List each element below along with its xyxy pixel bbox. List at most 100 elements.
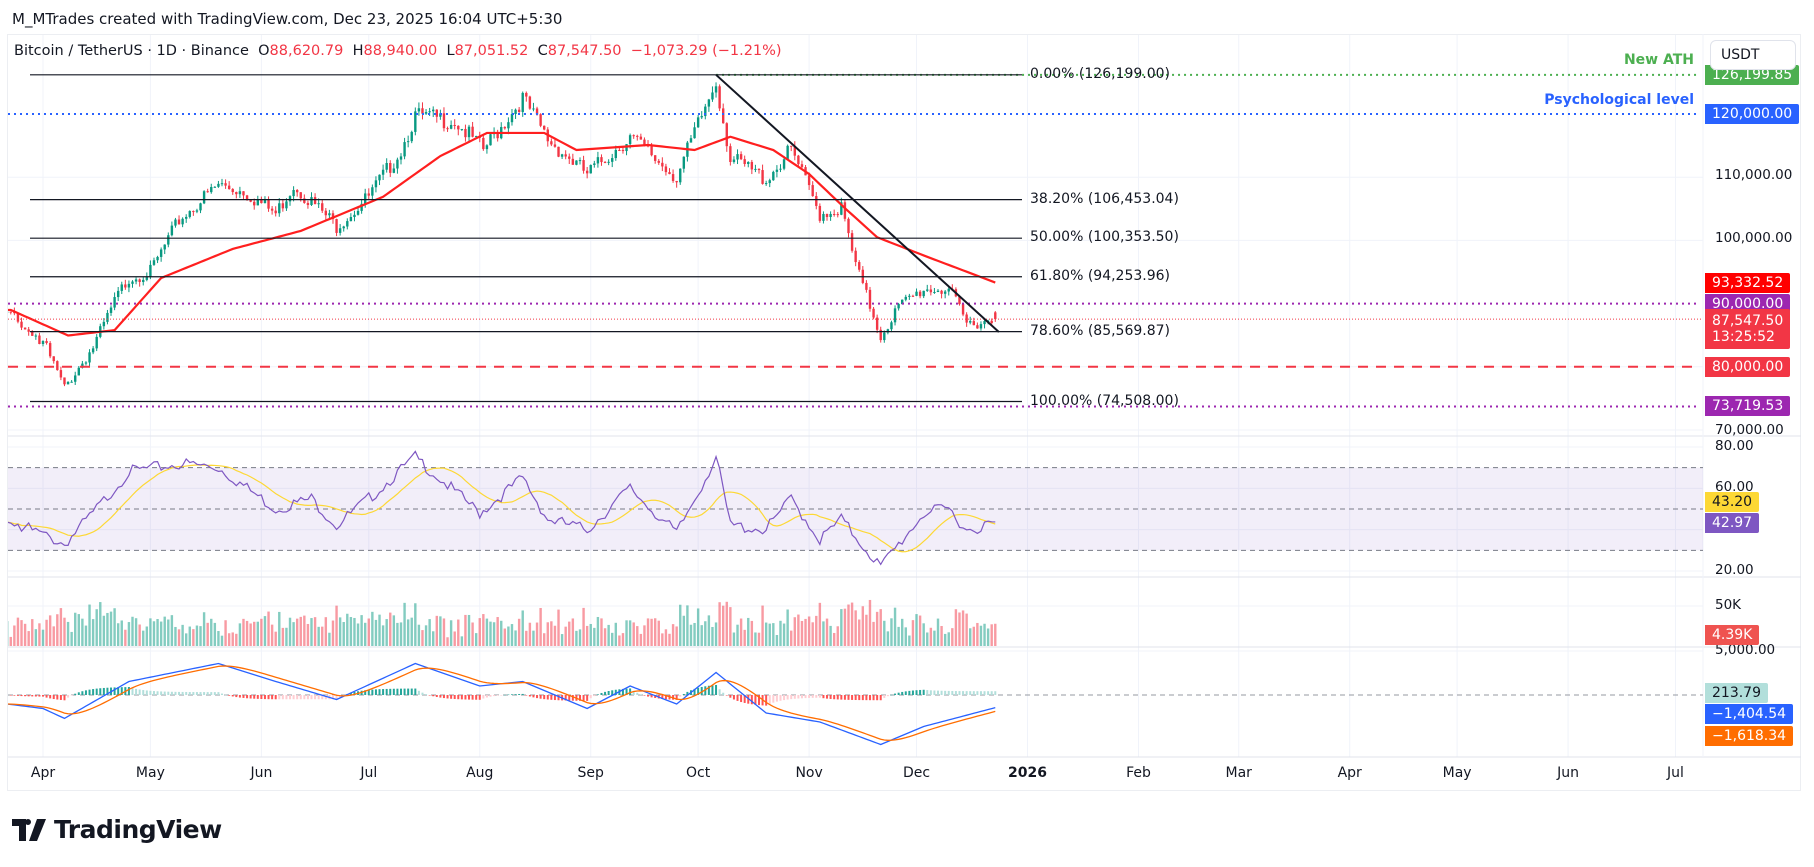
volume-bar [843,608,847,646]
macd-histogram-bar [74,693,77,695]
macd-histogram-bar [117,687,120,695]
macd-histogram-bar [539,695,542,699]
macd-histogram-bar [289,695,292,700]
macd-histogram-bar [228,695,231,696]
candle-body [564,154,567,157]
macd-histogram-bar [371,689,374,695]
volume-bar [23,623,27,646]
candle-body [671,174,675,181]
macd-histogram-bar [20,695,23,697]
volume-bar [596,616,600,646]
candle-body [195,210,199,212]
volume-bar [34,629,38,646]
macd-histogram-bar [854,695,857,701]
candle-body [729,146,732,162]
candle-body [768,180,771,184]
candle-body [850,233,854,251]
volume-bar [868,599,872,646]
fibonacci-level-label: 100.00% (74,508.00) [1030,392,1179,409]
candle-body [739,154,743,160]
macd-histogram-bar [582,695,585,701]
macd-histogram-bar [306,695,309,700]
macd-histogram-bar [686,691,689,695]
volume-bar [725,601,728,646]
candle-body [976,325,979,329]
symbol-legend: Bitcoin / TetherUS · 1D · Binance O88,62… [14,43,782,59]
tradingview-logo-icon [12,818,46,841]
volume-bar [435,615,438,646]
candle-body [657,160,660,163]
candle-body [324,210,328,216]
macd-histogram-bar [59,695,62,700]
price-axis-label: 70,000.00 [1715,422,1784,438]
volume-bar [503,628,507,646]
macd-histogram-bar [976,691,979,695]
volume-bar [854,610,857,646]
volume-bar [324,617,328,646]
macd-histogram-bar [571,695,574,701]
candle-body [807,175,811,186]
candle-body [163,244,166,250]
macd-histogram-bar [421,692,424,695]
macd-histogram-bar [915,690,918,695]
candle-body [675,180,678,183]
candle-body [793,146,796,156]
volume-bar [768,623,771,646]
candle-body [417,108,421,112]
volume-bar [163,616,166,646]
macd-histogram-bar [944,690,947,695]
macd-histogram-bar [804,695,807,699]
volume-bar [267,611,270,646]
candle-body [543,125,546,130]
volume-bar [106,612,109,646]
macd-histogram-bar [392,688,395,695]
volume-bar [926,632,929,646]
macd-histogram-bar [600,692,603,695]
currency-button[interactable]: USDT [1710,40,1796,70]
candle-body [116,290,120,298]
macd-histogram-bar [138,689,141,695]
macd-histogram-bar [378,689,381,695]
high-label: H [352,43,364,59]
tradingview-logo[interactable]: TradingView [12,815,222,844]
volume-bar [639,633,643,646]
macd-histogram-bar [460,695,463,700]
candle-body [102,321,106,327]
volume-bar [661,633,664,646]
candle-body [74,375,77,382]
candle-body [174,219,177,226]
candle-body [496,133,499,139]
macd-histogram-bar [736,695,739,701]
macd-histogram-bar [274,695,277,700]
macd-histogram-bar [682,693,685,695]
volume-bar [8,621,9,646]
candle-body [59,370,63,378]
macd-histogram-bar [901,691,904,695]
macd-histogram-bar [536,695,539,699]
macd-histogram-bar [507,694,510,696]
volume-bar [564,626,567,646]
time-axis-label: 2026 [1008,765,1047,781]
macd-histogram-bar [446,695,449,699]
volume-bar [954,609,958,646]
candle-body [897,304,900,309]
macd-histogram-bar [385,688,388,695]
volume-bar [185,633,188,646]
candle-body [593,163,596,165]
candle-body [439,113,442,117]
macd-histogram-bar [725,695,728,696]
volume-bar [220,635,224,646]
volume-bar [958,612,961,646]
macd-histogram-bar [514,694,517,695]
volume-bar [449,620,453,646]
candle-body [539,114,542,126]
macd-histogram-bar [400,688,402,695]
candle-body [41,341,45,345]
macd-histogram-bar [485,695,488,698]
volume-bar [428,619,431,646]
candle-body [378,174,381,181]
candle-body [235,192,238,195]
volume-bar [535,622,539,646]
macd-histogram-bar [503,694,506,696]
